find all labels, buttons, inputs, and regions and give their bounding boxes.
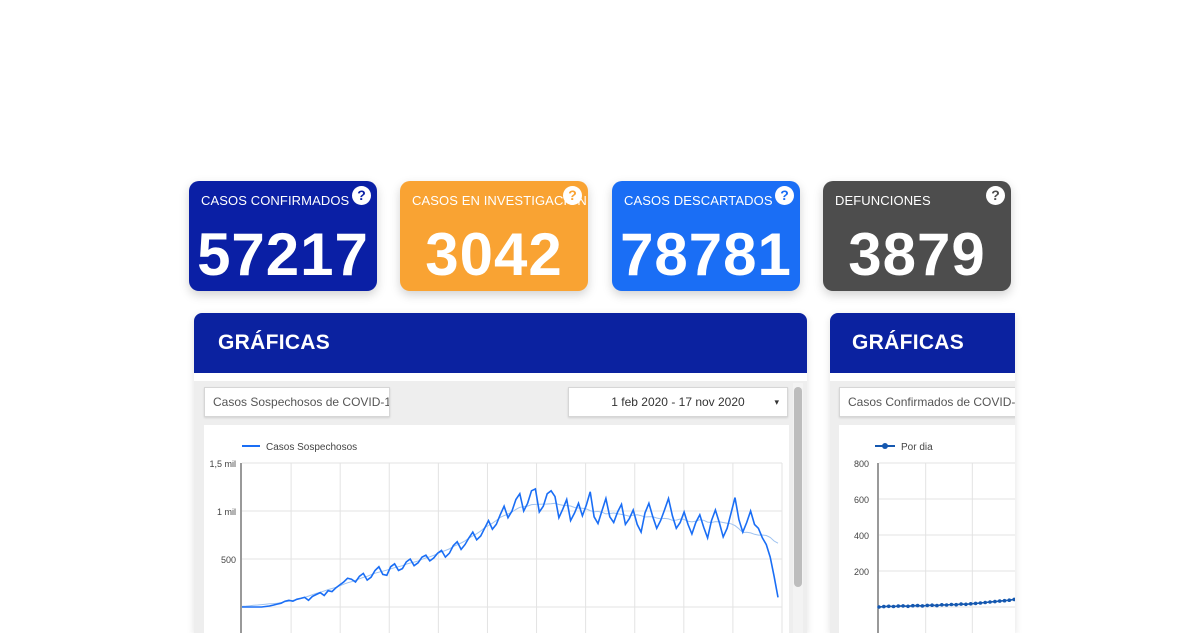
data-point: [891, 604, 896, 609]
date-range-selector[interactable]: 1 feb 2020 - 17 nov 2020 ▾: [568, 387, 788, 417]
card-label: CASOS CONFIRMADOS: [201, 193, 350, 208]
card-label: CASOS EN INVESTIGACIÓN: [412, 193, 587, 208]
data-point: [925, 603, 930, 608]
data-point: [949, 602, 954, 607]
panel-body: Casos Confirmados de COVID-19 Por dia 80…: [830, 381, 1015, 633]
card-value: 57217: [197, 221, 369, 288]
data-point: [1012, 597, 1015, 602]
data-point: [935, 603, 939, 608]
date-range-label: 1 feb 2020 - 17 nov 2020: [611, 395, 745, 409]
data-point: [940, 603, 944, 607]
y-tick-label: 500: [221, 555, 236, 565]
metric-selector[interactable]: Casos Sospechosos de COVID-19: [204, 387, 390, 417]
data-point: [944, 603, 949, 607]
data-point: [896, 604, 901, 608]
data-point: [906, 604, 910, 609]
y-tick-label: 1 mil: [217, 507, 236, 517]
card-value: 78781: [620, 221, 792, 288]
card-discarded: CASOS DESCARTADOS ? 78781: [612, 181, 800, 291]
card-label: DEFUNCIONES: [835, 193, 931, 208]
metric-selector[interactable]: Casos Confirmados de COVID-19: [839, 387, 1015, 417]
panel-body: Casos Sospechosos de COVID-19 1 feb 2020…: [194, 381, 807, 633]
data-point: [978, 601, 983, 605]
data-point: [901, 604, 905, 608]
data-point: [930, 603, 934, 607]
data-point: [915, 603, 920, 608]
help-icon[interactable]: ?: [775, 186, 794, 205]
legend-label: Por dia: [901, 442, 933, 453]
data-point: [983, 600, 987, 605]
data-point: [959, 602, 963, 606]
data-point: [973, 601, 978, 606]
data-point: [886, 604, 891, 609]
line-chart-suspected: Casos Sospechosos 1,5 mil 1 mil 500: [209, 442, 783, 633]
data-point: [911, 603, 915, 608]
card-label: CASOS DESCARTADOS: [624, 193, 773, 208]
legend-label: Casos Sospechosos: [266, 442, 357, 453]
data-point: [964, 602, 968, 607]
line-chart-confirmed: Por dia 800 600 400 200: [854, 442, 1015, 633]
chart-panel-suspected: GRÁFICAS Casos Sospechosos de COVID-19 1…: [194, 313, 807, 633]
card-value: 3042: [425, 221, 563, 288]
data-point: [968, 602, 973, 606]
panel-title: GRÁFICAS: [830, 313, 1015, 373]
data-point: [877, 605, 881, 609]
help-icon[interactable]: ?: [563, 186, 582, 205]
scrollbar-thumb[interactable]: [794, 387, 802, 587]
legend-marker: [882, 443, 888, 449]
data-point: [1002, 598, 1007, 603]
chart-area: Casos Sospechosos 1,5 mil 1 mil 500: [204, 425, 789, 633]
card-investigation: CASOS EN INVESTIGACIÓN ? 3042: [400, 181, 588, 291]
chart-panel-confirmed: GRÁFICAS Casos Confirmados de COVID-19 P…: [830, 313, 1015, 633]
panel-title: GRÁFICAS: [194, 313, 807, 373]
data-point: [920, 604, 925, 608]
series-line-casos-sospechosos: [242, 487, 779, 608]
help-icon[interactable]: ?: [352, 186, 371, 205]
card-value: 3879: [848, 221, 986, 288]
y-tick-label: 600: [854, 495, 869, 505]
card-confirmed: CASOS CONFIRMADOS ? 57217: [189, 181, 377, 291]
caret-down-icon: ▾: [774, 397, 779, 407]
data-point: [993, 599, 997, 604]
chart-area: Por dia 800 600 400 200: [839, 425, 1015, 633]
scrollbar[interactable]: [793, 383, 803, 633]
y-tick-label: 400: [854, 531, 869, 541]
card-deaths: DEFUNCIONES ? 3879: [823, 181, 1011, 291]
y-tick-label: 1,5 mil: [209, 459, 236, 469]
data-point: [882, 604, 886, 609]
help-icon[interactable]: ?: [986, 186, 1005, 205]
data-point: [954, 602, 958, 607]
y-tick-label: 200: [854, 567, 869, 577]
data-point: [1007, 598, 1012, 602]
y-tick-label: 800: [854, 459, 869, 469]
data-point: [988, 600, 992, 604]
